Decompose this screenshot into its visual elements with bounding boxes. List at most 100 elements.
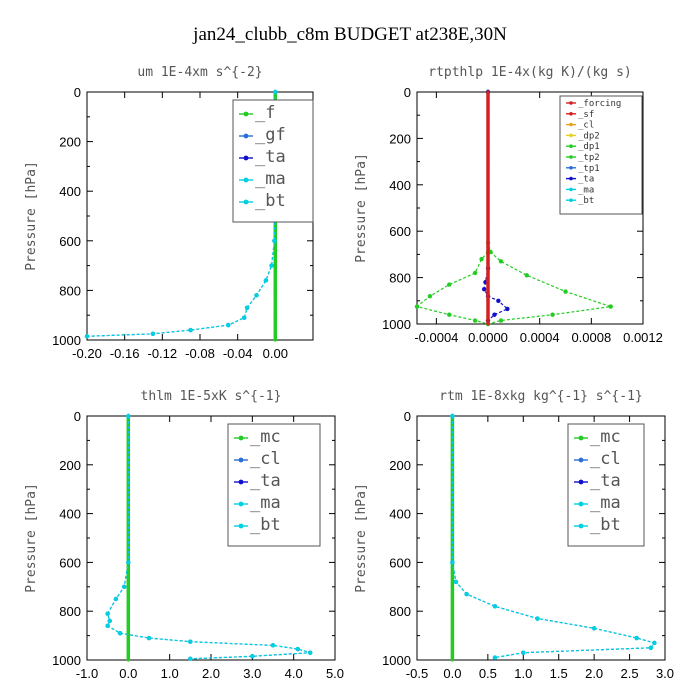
legend-box: [559, 95, 643, 215]
data-point: [188, 656, 193, 661]
y-tick-label: 600: [59, 555, 81, 570]
data-point: [505, 306, 510, 312]
data-point: [652, 640, 657, 646]
y-tick-label: 0: [74, 409, 81, 424]
data-point: [486, 183, 490, 187]
chart-panel-1: um 1E-4xm s^{-2} 0 200 400 600 800 1000-0.20 -0…: [24, 65, 314, 361]
x-tick-label: -0.08: [185, 346, 215, 361]
data-point: [126, 560, 131, 565]
data-point: [269, 263, 274, 268]
legend-marker: [569, 112, 573, 116]
y-tick-label: 600: [389, 224, 411, 239]
y-tick-label: 200: [389, 458, 411, 473]
legend-marker: [578, 457, 584, 463]
x-tick-label: -0.16: [110, 346, 140, 361]
chart-panel-4: rtm 1E-8xkg kg^{-1} s^{-1} 0 200 400 600 800 1…: [354, 389, 674, 681]
data-point: [550, 312, 555, 317]
x-tick-label: 3.0: [243, 666, 261, 681]
data-point: [496, 298, 501, 303]
data-point: [447, 312, 452, 317]
data-point: [107, 618, 112, 624]
data-point: [242, 315, 247, 320]
data-point: [126, 585, 130, 589]
legend-entry: _sf: [578, 110, 594, 120]
x-tick-label: -0.5: [406, 666, 428, 681]
x-tick-label: -0.12: [148, 346, 178, 361]
x-tick-label: 2.0: [585, 666, 603, 681]
x-tick-label: 2.5: [621, 666, 639, 681]
x-tick-label: 5.0: [326, 666, 344, 681]
data-point: [450, 658, 455, 662]
data-point: [414, 304, 420, 309]
data-point: [492, 655, 498, 660]
y-tick-label: 0: [404, 85, 411, 100]
legend-marker: [578, 523, 584, 529]
data-point: [105, 611, 110, 616]
y-axis-label: Pressure [hPa]: [24, 483, 39, 593]
y-tick-label: 600: [389, 555, 411, 570]
legend-marker: [569, 101, 573, 105]
data-point: [188, 639, 193, 644]
legend-marker: [243, 177, 249, 183]
data-point: [450, 585, 455, 589]
x-tick-label: -0.20: [72, 346, 102, 361]
data-point: [486, 322, 490, 326]
data-point: [273, 288, 277, 292]
data-point: [486, 136, 490, 140]
data-point: [486, 90, 490, 94]
legend-marker: [238, 523, 244, 529]
data-point: [563, 289, 568, 294]
data-point: [486, 299, 490, 303]
legend-marker: [578, 479, 584, 485]
legend-marker: [578, 501, 584, 507]
data-point: [295, 646, 300, 652]
data-point: [126, 658, 130, 662]
data-point: [150, 331, 156, 336]
data-point: [273, 338, 277, 342]
data-point: [117, 630, 123, 636]
data-point: [486, 276, 490, 280]
x-tick-label: 0.0000: [468, 330, 508, 345]
series-line-bt: [451, 416, 656, 659]
legend-marker: [238, 435, 244, 441]
y-tick-label: 1000: [52, 653, 81, 668]
x-tick-label: 0.0012: [623, 330, 663, 345]
y-axis-label: Pressure [hPa]: [354, 153, 369, 263]
data-point: [188, 327, 193, 333]
y-tick-label: 800: [389, 604, 411, 619]
legend-entry: _dp2: [578, 131, 600, 141]
data-point: [486, 206, 490, 210]
y-tick-label: 0: [74, 85, 81, 100]
y-tick-label: 1000: [382, 317, 411, 332]
data-point: [464, 591, 469, 597]
data-point: [126, 463, 130, 467]
data-point: [486, 252, 490, 256]
legend-entry: _mc: [250, 427, 281, 447]
y-tick-label: 600: [59, 234, 81, 249]
data-point: [226, 322, 231, 328]
x-tick-label: 0.00: [263, 346, 288, 361]
legend-marker: [243, 133, 249, 139]
data-point: [427, 293, 433, 299]
y-tick-label: 400: [59, 184, 81, 199]
data-point: [479, 256, 484, 262]
legend-entry: _tp2: [578, 153, 600, 163]
legend-entry: _bt: [578, 196, 594, 206]
data-point: [472, 318, 478, 323]
x-tick-label: 4.0: [285, 666, 303, 681]
legend-marker: [569, 144, 573, 148]
x-tick-label: 0.0004: [520, 330, 560, 345]
series-line-dp1: [415, 92, 489, 325]
legend-entry: _ta: [578, 175, 594, 185]
data-point: [481, 287, 487, 292]
y-tick-label: 1000: [52, 333, 81, 348]
data-point: [146, 635, 152, 641]
data-point: [492, 604, 498, 609]
data-point: [126, 413, 131, 419]
y-tick-label: 200: [59, 135, 81, 150]
panel-title: rtpthlp 1E-4x(kg K)/(kg s): [428, 65, 632, 80]
data-point: [524, 273, 529, 278]
x-tick-label: -0.0004: [414, 330, 458, 345]
data-point: [273, 313, 277, 317]
y-tick-label: 800: [59, 283, 81, 298]
